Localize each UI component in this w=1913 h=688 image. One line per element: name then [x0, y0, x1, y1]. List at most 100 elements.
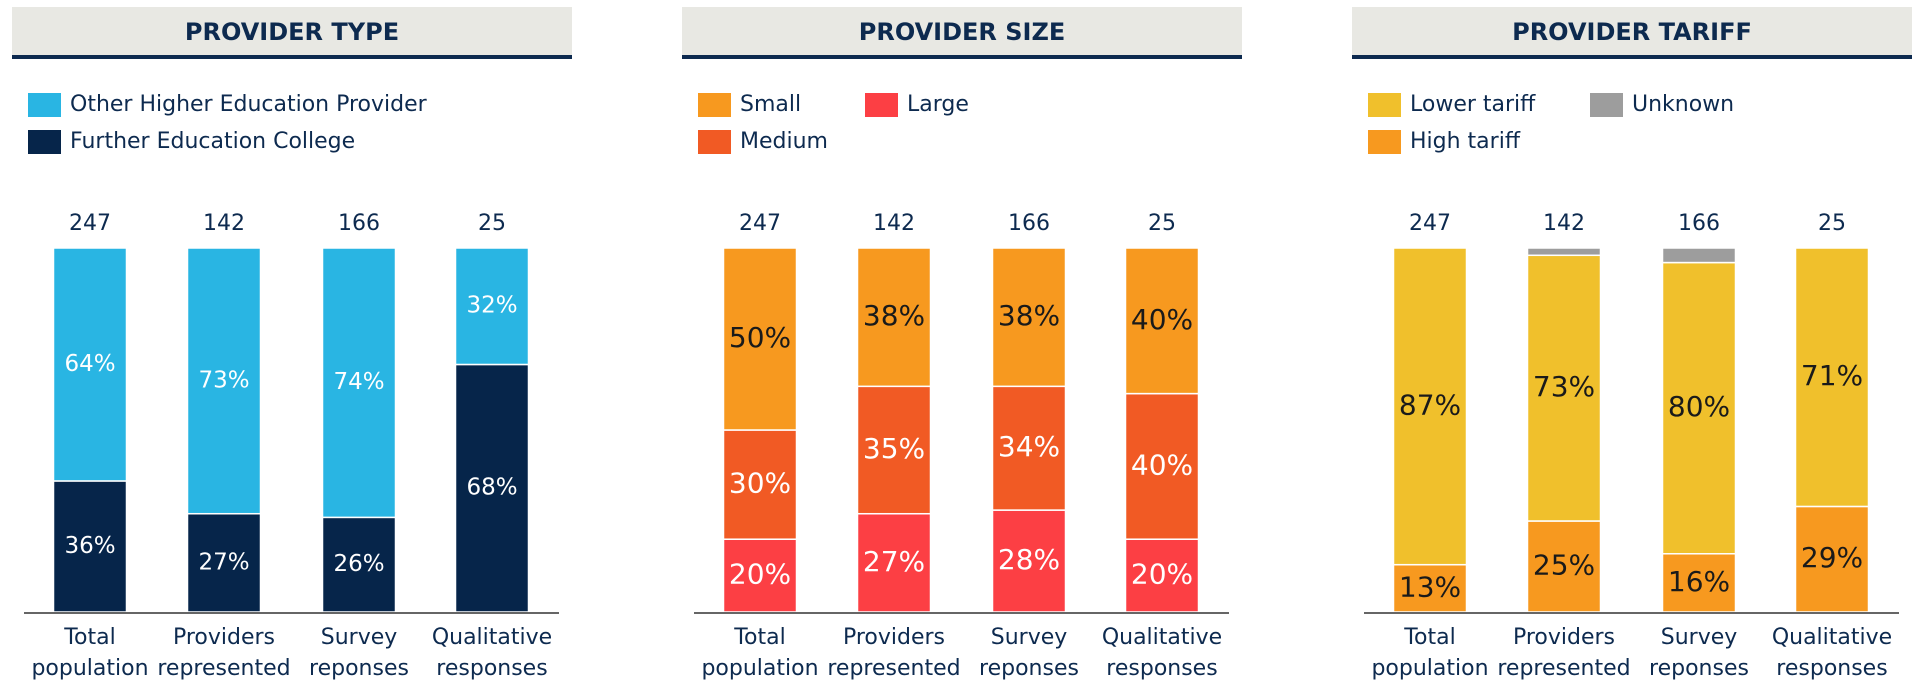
x-tick-label: reponses: [979, 656, 1079, 681]
value-label: 40%: [1131, 303, 1193, 336]
x-tick-label: reponses: [1649, 656, 1749, 681]
x-tick-label: Providers: [1513, 625, 1615, 650]
legend-swatch: [1368, 93, 1401, 117]
x-tick-label: responses: [436, 656, 547, 681]
bar-segment: [856, 385, 932, 515]
value-label: 36%: [64, 533, 115, 559]
bar-segment: [991, 247, 1067, 388]
bar-segment: [722, 429, 798, 540]
total-label: 247: [739, 211, 781, 236]
x-tick-label: responses: [1106, 656, 1217, 681]
x-tick-label: Survey: [991, 625, 1068, 650]
x-tick-label: Total: [1403, 625, 1455, 650]
legend-label: Medium: [740, 129, 828, 154]
legend-label: Further Education College: [70, 129, 355, 154]
bar-segment: [1526, 247, 1602, 257]
bar-segment: [321, 516, 397, 613]
legend-swatch: [1590, 93, 1623, 117]
value-label: 13%: [1399, 570, 1461, 603]
bar-segment: [1124, 247, 1200, 395]
value-label: 25%: [1533, 549, 1595, 582]
value-label: 74%: [333, 369, 384, 395]
total-label: 25: [1148, 211, 1176, 236]
total-label: 142: [1543, 211, 1585, 236]
total-label: 166: [1008, 211, 1050, 236]
x-tick-label: Providers: [843, 625, 945, 650]
header-underline: [12, 55, 572, 59]
value-label: 35%: [863, 432, 925, 465]
header-bg: [682, 7, 1242, 57]
bar-segment: [1124, 392, 1200, 540]
bar-segment: [1124, 538, 1200, 613]
chart-title: PROVIDER TARIFF: [1512, 18, 1752, 46]
legend-label: High tariff: [1410, 129, 1521, 154]
bar-segment: [186, 512, 262, 613]
total-label: 25: [1818, 211, 1846, 236]
header-bg: [1352, 7, 1912, 57]
bar-segment: [1794, 247, 1870, 508]
chart-title: PROVIDER TYPE: [185, 18, 399, 46]
total-label: 142: [873, 211, 915, 236]
value-label: 32%: [466, 293, 517, 319]
x-tick-label: population: [1371, 656, 1488, 681]
value-label: 27%: [863, 545, 925, 578]
legend-swatch: [698, 93, 731, 117]
value-label: 20%: [729, 558, 791, 591]
x-tick-label: population: [31, 656, 148, 681]
value-label: 50%: [729, 321, 791, 354]
total-label: 247: [69, 211, 111, 236]
legend-label: Lower tariff: [1410, 92, 1536, 117]
value-label: 38%: [863, 299, 925, 332]
bar-segment: [722, 247, 798, 431]
bar-segment: [856, 512, 932, 613]
bar-segment: [1526, 254, 1602, 522]
value-label: 80%: [1668, 390, 1730, 423]
value-label: 87%: [1399, 388, 1461, 421]
bar-segment: [1526, 520, 1602, 613]
x-tick-label: responses: [1776, 656, 1887, 681]
total-label: 166: [1678, 211, 1720, 236]
bar-segment: [991, 509, 1067, 613]
header-underline: [1352, 55, 1912, 59]
value-label: 26%: [333, 551, 384, 577]
total-label: 247: [1409, 211, 1451, 236]
bar-segment: [52, 247, 128, 482]
bar-segment: [1661, 247, 1737, 264]
x-tick-label: represented: [157, 656, 290, 681]
value-label: 27%: [198, 549, 249, 575]
x-tick-label: Total: [63, 625, 115, 650]
x-tick-label: Qualitative: [432, 625, 552, 650]
legend-swatch: [28, 93, 61, 117]
x-tick-label: Qualitative: [1102, 625, 1222, 650]
value-label: 16%: [1668, 565, 1730, 598]
value-label: 71%: [1801, 359, 1863, 392]
value-label: 64%: [64, 351, 115, 377]
total-label: 25: [478, 211, 506, 236]
x-tick-label: represented: [1497, 656, 1630, 681]
value-label: 34%: [998, 430, 1060, 463]
value-label: 73%: [1533, 370, 1595, 403]
legend-label: Unknown: [1632, 92, 1734, 117]
bar-segment: [1392, 247, 1468, 566]
legend-swatch: [28, 130, 61, 154]
total-label: 166: [338, 211, 380, 236]
header-underline: [682, 55, 1242, 59]
x-tick-label: population: [701, 656, 818, 681]
header-bg: [12, 7, 572, 57]
bar-segment: [454, 247, 530, 366]
x-tick-label: Qualitative: [1772, 625, 1892, 650]
chart-title: PROVIDER SIZE: [859, 18, 1066, 46]
x-tick-label: Survey: [321, 625, 398, 650]
bar-segment: [321, 247, 397, 519]
legend-label: Small: [740, 92, 801, 117]
value-label: 73%: [198, 367, 249, 393]
bar-segment: [856, 247, 932, 388]
legend-swatch: [865, 93, 898, 117]
legend-label: Large: [907, 92, 969, 117]
x-tick-label: Total: [733, 625, 785, 650]
x-tick-label: Survey: [1661, 625, 1738, 650]
value-label: 30%: [729, 467, 791, 500]
legend-swatch: [1368, 130, 1401, 154]
value-label: 40%: [1131, 448, 1193, 481]
